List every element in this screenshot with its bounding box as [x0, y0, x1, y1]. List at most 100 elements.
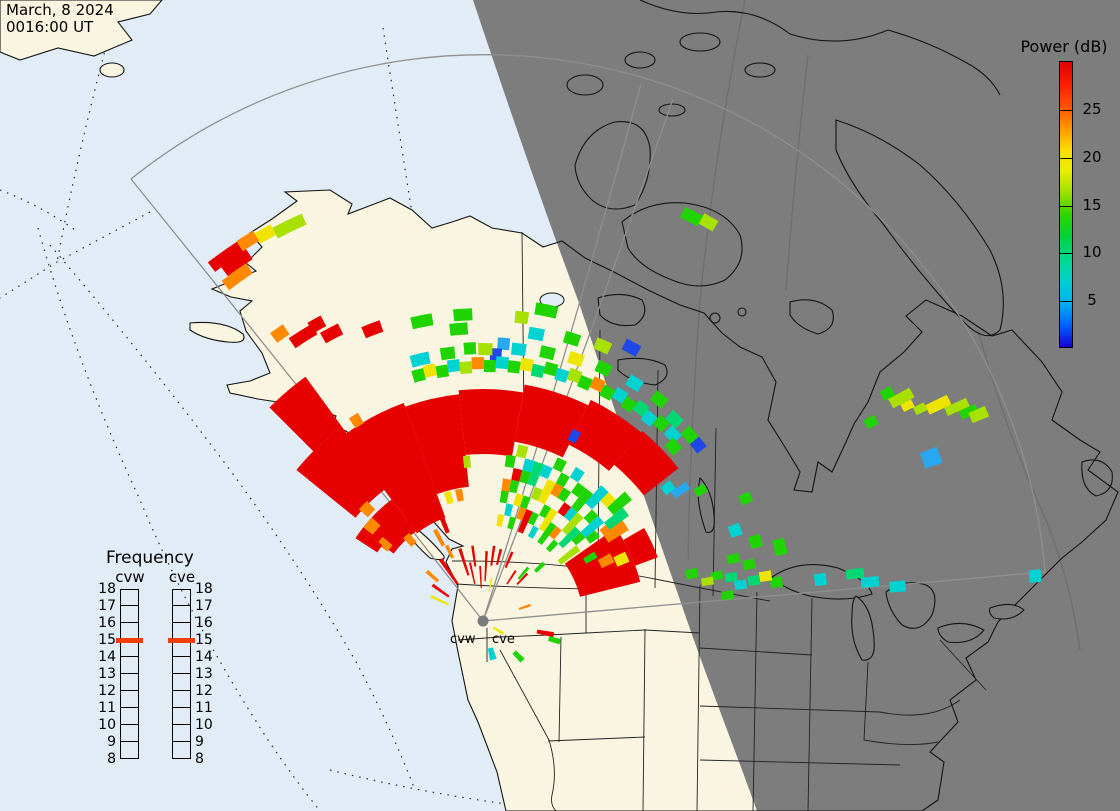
- backscatter-cell: [508, 479, 520, 494]
- backscatter-cell: [527, 525, 539, 539]
- backscatter-cell: [733, 579, 747, 590]
- frequency-cell: [172, 589, 191, 606]
- backscatter-cell: [438, 513, 450, 534]
- timestamp-time: 0016:00 UT: [6, 18, 94, 36]
- backscatter-cell: [433, 528, 446, 547]
- backscatter-cell: [533, 561, 546, 573]
- colorbar-tick: [1060, 253, 1072, 254]
- frequency-cell: [172, 606, 191, 623]
- backscatter-cell: [221, 263, 253, 291]
- backscatter-cell: [925, 394, 952, 415]
- backscatter-cell: [583, 551, 598, 564]
- colorbar-tick-label: 20: [1082, 147, 1102, 166]
- backscatter-cell: [670, 481, 691, 499]
- backscatter-cell: [689, 436, 707, 454]
- backscatter-cell: [459, 361, 473, 374]
- frequency-cell: [172, 640, 191, 657]
- backscatter-cell: [879, 386, 896, 402]
- frequency-scale-number: 16: [195, 615, 213, 631]
- backscatter-cell: [439, 346, 456, 361]
- backscatter-cell: [621, 338, 642, 357]
- backscatter-cell: [307, 315, 327, 334]
- backscatter-cell: [567, 350, 585, 368]
- frequency-scale-number: 10: [98, 717, 116, 733]
- backscatter-cells: [207, 206, 1042, 663]
- backscatter-cell: [504, 503, 514, 517]
- frequency-scale-number: 8: [107, 751, 116, 767]
- backscatter-cell: [455, 488, 464, 502]
- backscatter-cell: [549, 526, 562, 540]
- backscatter-cell: [512, 650, 525, 663]
- frequency-cell: [120, 589, 139, 606]
- backscatter-cell: [700, 576, 715, 587]
- backscatter-cell: [431, 583, 450, 598]
- frequency-cell: [120, 691, 139, 708]
- frequency-scale-number: 16: [98, 615, 116, 631]
- backscatter-cell: [747, 574, 761, 586]
- frequency-marker: [168, 638, 195, 643]
- backscatter-cell: [652, 414, 670, 433]
- timestamp: March, 8 2024 0016:00 UT: [6, 2, 114, 36]
- backscatter-cell: [623, 528, 658, 566]
- frequency-cell: [120, 708, 139, 725]
- backscatter-cell: [517, 566, 530, 580]
- backscatter-cell: [727, 522, 743, 538]
- backscatter-cell: [220, 249, 253, 277]
- backscatter-cell: [568, 399, 642, 471]
- backscatter-cell: [515, 444, 529, 459]
- backscatter-cell: [562, 330, 582, 347]
- frequency-scale-number: 9: [107, 734, 116, 750]
- backscatter-cell: [458, 389, 524, 457]
- backscatter-cell: [519, 470, 531, 484]
- colorbar-tick-label: 5: [1087, 291, 1097, 310]
- backscatter-cell: [863, 414, 879, 430]
- backscatter-cell: [958, 403, 979, 420]
- backscatter-cell: [288, 324, 318, 349]
- backscatter-cell: [604, 507, 629, 530]
- backscatter-cell: [479, 566, 482, 589]
- backscatter-cell: [889, 580, 906, 593]
- frequency-cell: [172, 691, 191, 708]
- frequency-ladder-cve: [172, 589, 191, 759]
- backscatter-cell: [845, 567, 865, 580]
- backscatter-cell: [488, 577, 493, 592]
- graticule-night: [687, 0, 1081, 651]
- frequency-ladder-cvw: [120, 589, 139, 759]
- backscatter-cell: [539, 345, 556, 361]
- backscatter-cell: [422, 363, 437, 378]
- colorbar-tick: [1060, 110, 1072, 111]
- backscatter-cell: [567, 428, 581, 444]
- frequency-scale-number: 18: [98, 581, 116, 597]
- colorbar-tick-label: 15: [1082, 195, 1102, 214]
- backscatter-cell: [507, 360, 521, 374]
- backscatter-cell: [721, 590, 734, 601]
- backscatter-cell: [496, 548, 503, 565]
- backscatter-cell: [320, 323, 344, 344]
- backscatter-cell: [516, 506, 527, 521]
- frequency-cell: [120, 640, 139, 657]
- backscatter-cell: [758, 570, 773, 582]
- backscatter-cell: [269, 376, 342, 452]
- frequency-scale-number: 11: [195, 700, 213, 716]
- backscatter-cell: [665, 409, 684, 429]
- backscatter-cell: [514, 310, 530, 325]
- backscatter-cell: [614, 431, 679, 496]
- frequency-cell: [172, 742, 191, 759]
- backscatter-cell: [483, 360, 497, 373]
- backscatter-cell: [649, 390, 669, 409]
- backscatter-cell: [888, 387, 915, 409]
- backscatter-cell: [478, 342, 493, 356]
- backscatter-cell: [599, 384, 616, 401]
- radar-site-dot: [477, 615, 489, 627]
- backscatter-cell: [530, 486, 543, 501]
- backscatter-cell: [492, 626, 505, 636]
- backscatter-cell: [599, 515, 629, 543]
- backscatter-cell: [435, 364, 450, 379]
- backscatter-cell: [507, 516, 517, 530]
- backscatter-cell: [594, 359, 613, 377]
- backscatter-cell: [561, 512, 584, 536]
- frequency-scale-number: 17: [195, 598, 213, 614]
- backscatter-cell: [613, 551, 630, 567]
- backscatter-cell: [469, 562, 476, 584]
